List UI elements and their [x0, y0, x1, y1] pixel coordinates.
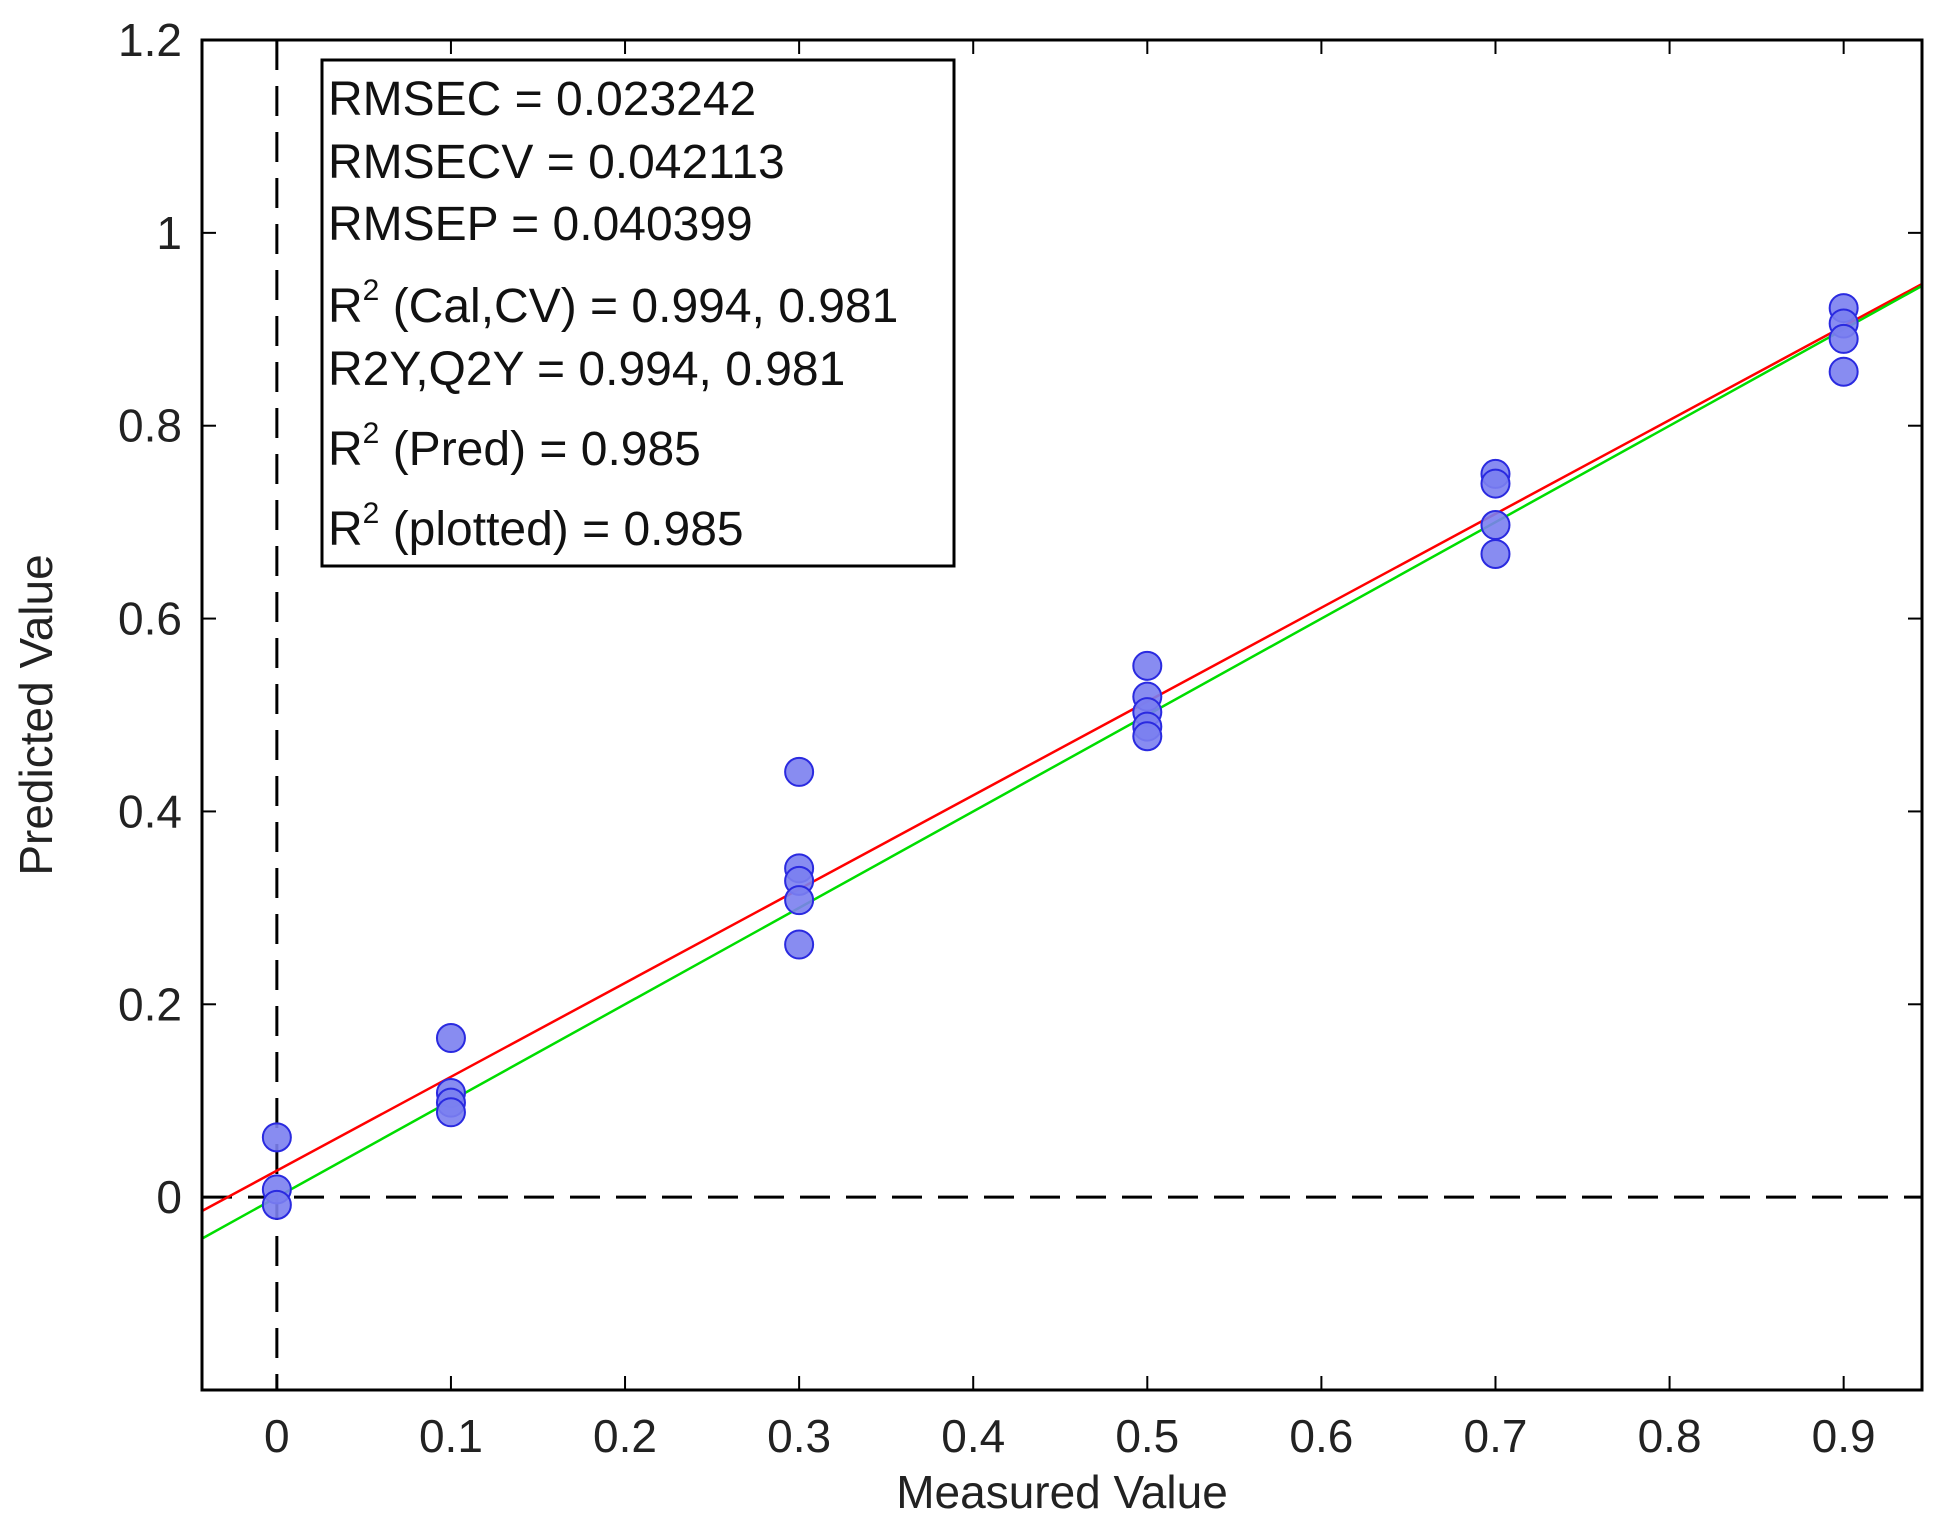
y-tick-label: 0	[156, 1171, 182, 1223]
y-tick-label: 0.8	[118, 400, 182, 452]
y-tick-label: 1	[156, 207, 182, 259]
x-tick-label: 0.9	[1812, 1410, 1876, 1462]
y-tick-label: 1.2	[118, 14, 182, 66]
x-tick-label: 0	[264, 1410, 290, 1462]
stat-r2-cal-cv: R2 (Cal,CV) = 0.994, 0.981	[328, 274, 898, 333]
data-point	[784, 885, 815, 916]
y-axis-label: Predicted Value	[10, 554, 62, 875]
x-tick-label: 0.8	[1638, 1410, 1702, 1462]
y-tick-label: 0.4	[118, 785, 182, 837]
x-axis-label: Measured Value	[896, 1466, 1228, 1518]
stat-r2-pred-rest: (Pred) = 0.985	[379, 423, 701, 476]
fit-line	[201, 282, 1923, 1213]
data-point	[1828, 323, 1859, 354]
data-point	[1480, 510, 1511, 541]
stat-r2-cal-cv-rest: (Cal,CV) = 0.994, 0.981	[379, 280, 898, 333]
data-point	[784, 929, 815, 960]
target-line	[201, 284, 1923, 1240]
y-axis-ticks: 0 0.2 0.4 0.6 0.8 1 1.2	[118, 14, 1922, 1223]
stat-r2-plotted-sup: 2	[363, 497, 380, 530]
stat-rmsep: RMSEP = 0.040399	[328, 198, 753, 251]
data-point	[1132, 650, 1163, 681]
stat-rmsecv: RMSECV = 0.042113	[328, 136, 785, 189]
data-point	[261, 1122, 292, 1153]
stats-box-frame	[320, 58, 956, 568]
y-tick-label: 0.6	[118, 593, 182, 645]
data-point	[1480, 538, 1511, 569]
data-point	[1828, 356, 1859, 387]
data-point	[435, 1097, 466, 1128]
stat-r2-plotted-base: R	[328, 503, 363, 556]
stat-r2y-q2y: R2Y,Q2Y = 0.994, 0.981	[328, 343, 845, 396]
x-tick-label: 0.1	[419, 1410, 483, 1462]
x-tick-label: 0.4	[941, 1410, 1005, 1462]
stats-legend-box: RMSEC = 0.023242 RMSECV = 0.042113 RMSEP…	[320, 58, 956, 568]
x-tick-label: 0.7	[1464, 1410, 1528, 1462]
stat-r2-pred: R2 (Pred) = 0.985	[328, 417, 701, 476]
data-point	[1132, 721, 1163, 752]
stat-r2-plotted: R2 (plotted) = 0.985	[328, 497, 744, 556]
stat-r2-pred-base: R	[328, 423, 363, 476]
x-tick-label: 0.3	[767, 1410, 831, 1462]
data-point	[261, 1189, 292, 1220]
y-tick-label: 0.2	[118, 978, 182, 1030]
plot-area-frame	[200, 38, 1924, 1392]
stat-r2-cal-cv-base: R	[328, 280, 363, 333]
x-tick-label: 0.5	[1115, 1410, 1179, 1462]
x-tick-label: 0.2	[593, 1410, 657, 1462]
data-point	[435, 1023, 466, 1054]
scatter-points	[261, 293, 1859, 1220]
x-tick-label: 0.6	[1289, 1410, 1353, 1462]
stat-r2-cal-cv-sup: 2	[363, 274, 380, 307]
data-point	[784, 756, 815, 787]
x-axis-ticks: 0 0.1 0.2 0.3 0.4 0.5 0.6 0.7 0.8 0.9	[264, 40, 1876, 1462]
stat-rmsec: RMSEC = 0.023242	[328, 73, 756, 126]
stat-r2-pred-sup: 2	[363, 417, 380, 450]
data-point	[1480, 468, 1511, 499]
stat-r2-plotted-rest: (plotted) = 0.985	[379, 503, 743, 556]
